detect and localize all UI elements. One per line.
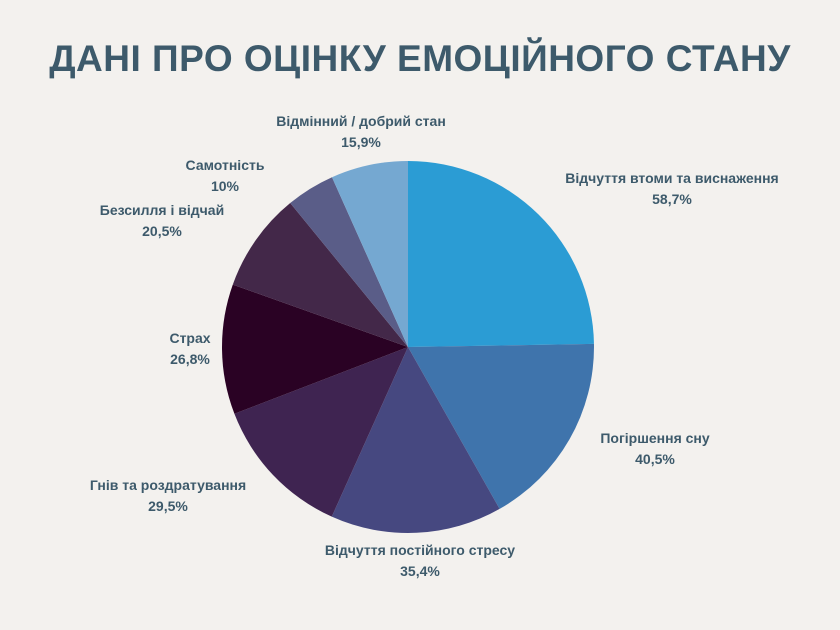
slice-label: Гнів та роздратування — [90, 477, 246, 493]
slice-label: Відмінний / добрий стан — [276, 113, 446, 129]
slice-value-label: 20,5% — [142, 223, 182, 239]
slice-value-label: 35,4% — [400, 563, 440, 579]
pie-slice — [222, 284, 408, 414]
pie-slice — [331, 347, 500, 534]
slice-label: Безсилля і відчай — [100, 202, 224, 218]
slice-value-label: 40,5% — [635, 451, 675, 467]
slice-value-label: 58,7% — [652, 191, 692, 207]
pie-slice — [234, 347, 408, 517]
slice-label: Погіршення сну — [600, 430, 710, 446]
pie-slice — [290, 177, 408, 347]
slice-label: Страх — [169, 330, 210, 346]
pie-slice — [408, 343, 594, 509]
pie-slice — [232, 203, 408, 347]
slice-label: Самотність — [186, 157, 265, 173]
slice-value-label: 15,9% — [341, 134, 381, 150]
slice-label: Відчуття постійного стресу — [325, 542, 515, 558]
pie-labels: Відчуття втоми та виснаження 58,7% Погірше… — [90, 113, 779, 579]
chart-title: ДАНІ ПРО ОЦІНКУ ЕМОЦІЙНОГО СТАНУ — [49, 38, 791, 79]
slice-value-label: 26,8% — [170, 351, 210, 367]
slice-label: Відчуття втоми та виснаження — [565, 170, 778, 186]
pie-slices — [222, 161, 594, 534]
pie-slice — [331, 161, 408, 347]
slice-value-label: 10% — [211, 178, 240, 194]
pie-slice — [408, 161, 594, 347]
slice-value-label: 29,5% — [148, 498, 188, 514]
